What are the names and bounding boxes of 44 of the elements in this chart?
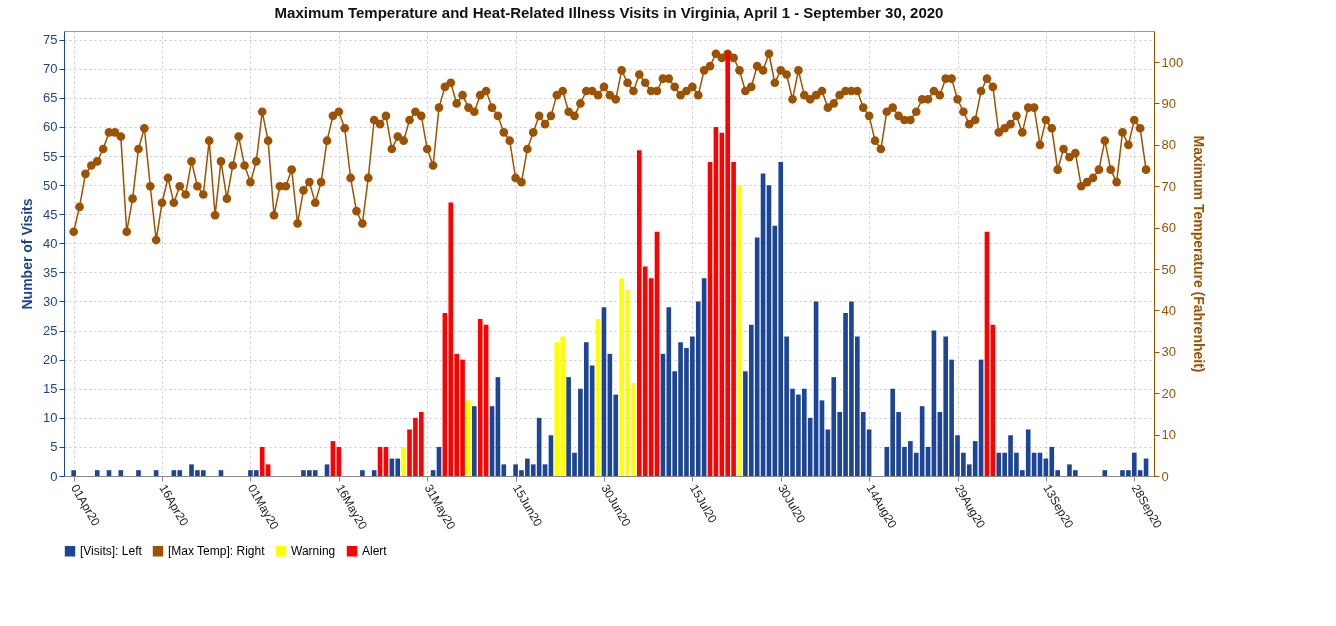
legend-label: [Max Temp]: Right — [168, 544, 266, 559]
bar — [466, 400, 471, 476]
y-tick-label: 15 — [43, 381, 58, 397]
y-tick-label: 50 — [43, 177, 58, 193]
y-tick-label: 5 — [50, 439, 58, 455]
y-tick-label: 0 — [50, 468, 58, 484]
y-tick-label: 75 — [43, 32, 58, 48]
y-tick-label: 10 — [43, 410, 58, 426]
y-tick-label: 45 — [43, 206, 58, 222]
bar — [401, 446, 406, 476]
bar — [737, 185, 742, 476]
y2-tick-label: 30 — [1161, 344, 1176, 360]
bar — [118, 470, 124, 476]
bar — [360, 470, 365, 476]
y-tick-label: 55 — [43, 148, 58, 164]
y-tick-label: 70 — [43, 61, 58, 77]
y-tick-label: 35 — [43, 264, 58, 280]
bar — [94, 470, 100, 476]
y2-tick-label: 60 — [1161, 220, 1176, 236]
y2-tick-label: 10 — [1161, 427, 1176, 443]
y-tick-label: 40 — [43, 235, 58, 251]
bar — [71, 470, 76, 476]
y-tick-label: 30 — [43, 293, 58, 309]
legend-label: Alert — [362, 544, 388, 559]
legend-label: [Visits]: Left — [80, 544, 143, 559]
bar — [1102, 470, 1108, 476]
y2-tick-label: 100 — [1161, 54, 1184, 70]
y-tick-label: 65 — [43, 90, 58, 106]
y2-tick-label: 40 — [1161, 302, 1176, 318]
bar — [136, 470, 141, 476]
legend-label: Warning — [291, 544, 336, 559]
bar — [472, 406, 477, 476]
y-tick-label: 25 — [43, 323, 58, 339]
y2-axis-title: Maximum Temperature (Fahrenheit) — [1191, 135, 1208, 373]
y-tick-label: 20 — [43, 352, 58, 368]
y2-tick-label: 0 — [1161, 468, 1169, 484]
y2-tick-label: 50 — [1161, 261, 1176, 277]
y-axis-title: Number of Visits — [19, 198, 36, 310]
y-tick-label: 60 — [43, 119, 58, 135]
y2-tick-label: 90 — [1161, 95, 1176, 111]
chart-title: Maximum Temperature and Heat-Related Illness Visits in Virginia, April 1 - September 30, 2020 — [274, 4, 944, 21]
y2-tick-label: 80 — [1161, 137, 1176, 153]
y2-tick-label: 20 — [1161, 385, 1176, 401]
y2-tick-label: 70 — [1161, 178, 1176, 194]
